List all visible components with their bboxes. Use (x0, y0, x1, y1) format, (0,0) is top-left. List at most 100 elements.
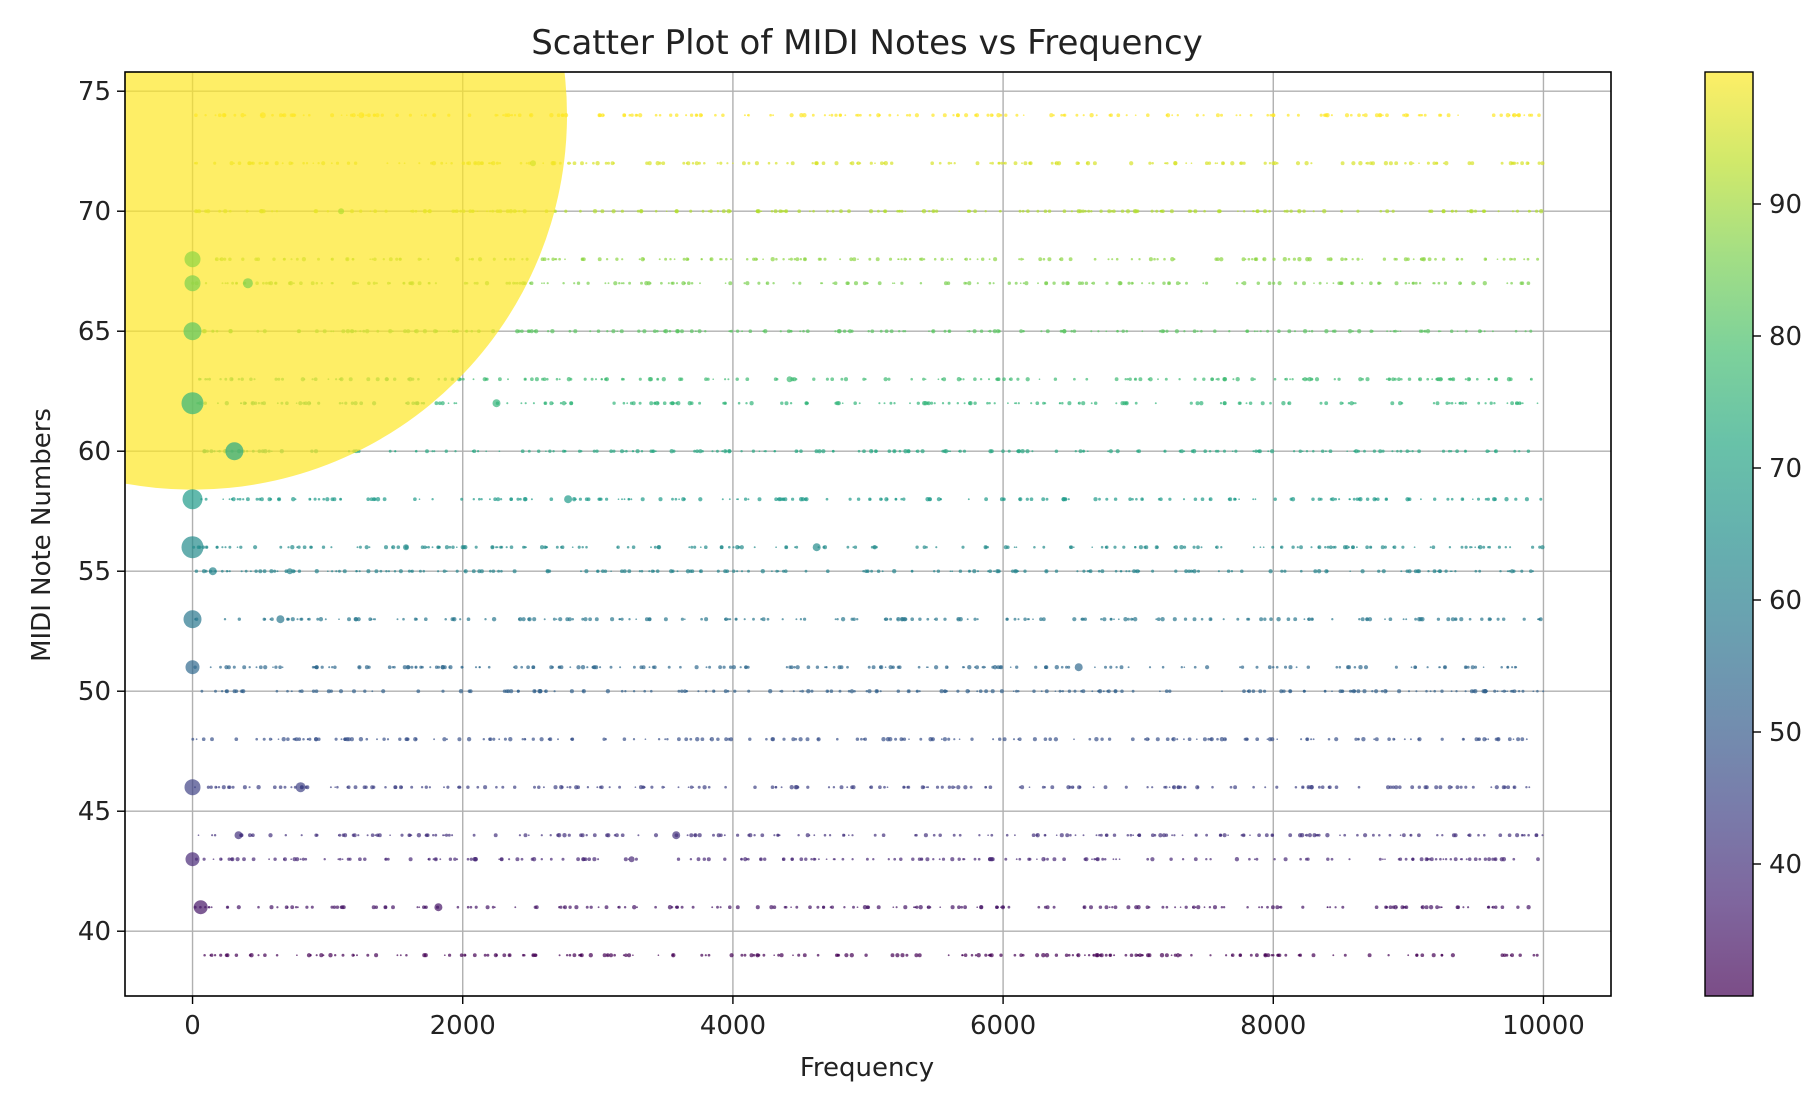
x-axis-label: Frequency (800, 1053, 934, 1083)
data-point (1513, 665, 1517, 669)
data-point (1504, 690, 1507, 693)
data-point (1524, 497, 1529, 502)
data-point (662, 401, 667, 406)
data-point (1399, 834, 1402, 837)
data-point (1448, 546, 1452, 549)
data-point (370, 833, 375, 837)
data-point (268, 858, 270, 861)
data-point (802, 617, 807, 621)
data-point (724, 737, 728, 742)
data-point (1187, 737, 1192, 742)
data-point (650, 785, 654, 789)
data-point (318, 617, 324, 622)
data-point (1319, 401, 1323, 405)
data-point (1271, 665, 1275, 669)
data-point (1293, 617, 1298, 622)
data-point (561, 401, 567, 406)
data-point (825, 666, 828, 669)
data-point (1148, 257, 1153, 262)
data-point (748, 737, 752, 741)
data-point (771, 570, 773, 573)
data-point (780, 401, 784, 405)
data-point (723, 569, 728, 574)
data-point (306, 738, 309, 741)
data-point (744, 665, 748, 670)
data-point (1134, 114, 1137, 117)
data-point (1169, 209, 1174, 214)
data-point (1471, 281, 1476, 286)
data-point (864, 569, 868, 573)
data-point (1193, 377, 1197, 381)
data-point (505, 546, 508, 549)
data-point (654, 209, 658, 213)
data-point (1356, 689, 1361, 694)
data-point (967, 665, 972, 670)
data-point (277, 738, 280, 741)
data-point (676, 570, 679, 573)
data-point (1491, 906, 1494, 909)
data-point (789, 113, 794, 118)
data-point (823, 114, 827, 117)
data-point (1100, 545, 1104, 549)
data-point (700, 737, 705, 742)
data-point (1236, 617, 1240, 621)
data-point (636, 209, 640, 213)
data-point (1138, 258, 1141, 261)
data-point (700, 113, 703, 117)
data-point (596, 329, 601, 333)
data-point (1125, 209, 1131, 214)
data-point (1137, 833, 1142, 837)
data-point (1327, 737, 1331, 741)
data-point (612, 162, 615, 165)
data-point (1196, 786, 1199, 789)
data-point (484, 377, 488, 381)
data-point (290, 690, 293, 693)
data-point (721, 450, 724, 453)
data-point (1164, 162, 1166, 164)
data-point (996, 113, 1001, 118)
data-point (1053, 737, 1059, 742)
data-point (1200, 546, 1203, 549)
data-point (1467, 906, 1470, 909)
data-point (418, 906, 421, 909)
x-tick-label: 8000 (1240, 1011, 1306, 1041)
data-point (952, 114, 955, 117)
data-point (305, 905, 309, 909)
data-point (825, 377, 829, 381)
data-point (251, 857, 256, 862)
data-point (1473, 665, 1478, 669)
data-point (680, 689, 684, 693)
data-point (770, 209, 774, 213)
data-point (228, 498, 231, 501)
data-point (1407, 954, 1410, 957)
data-point (1179, 545, 1184, 550)
data-point (1222, 833, 1227, 838)
data-point (466, 905, 470, 909)
data-point (935, 785, 940, 789)
data-point (589, 905, 593, 909)
data-point (1161, 665, 1165, 669)
data-point (225, 953, 230, 958)
data-point (833, 858, 836, 861)
data-point (716, 905, 719, 909)
data-point (258, 665, 263, 670)
data-point (647, 161, 652, 166)
data-point (1170, 954, 1173, 957)
data-point (1004, 113, 1008, 117)
data-point (958, 210, 961, 213)
data-point (609, 449, 614, 454)
data-point (812, 857, 816, 861)
data-point (224, 546, 227, 549)
data-point (1326, 906, 1329, 909)
data-point (201, 569, 207, 574)
data-point (1239, 161, 1242, 165)
data-point (689, 857, 693, 861)
data-point (853, 401, 857, 405)
data-point (604, 497, 609, 501)
data-point (1082, 618, 1085, 621)
data-point (889, 617, 893, 621)
data-point (1221, 690, 1223, 693)
data-point (1041, 617, 1046, 622)
data-point (799, 257, 803, 261)
